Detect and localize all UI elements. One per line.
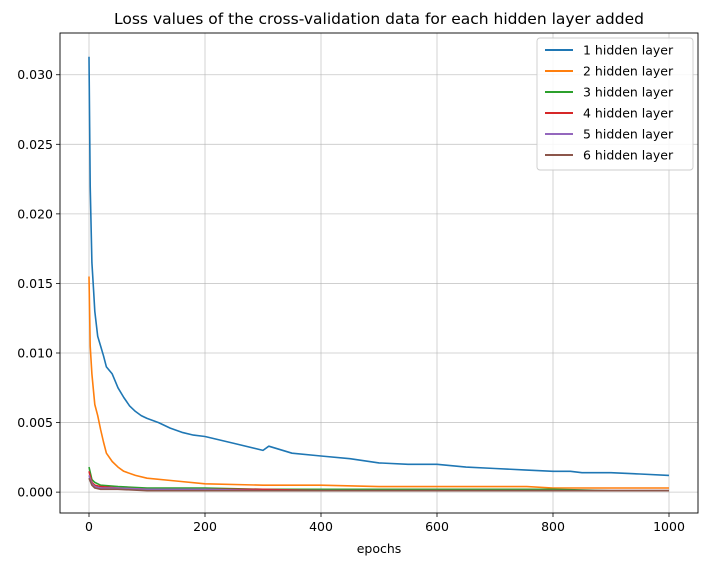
series-line-1 [88,56,670,477]
y-tick-label: 0.000 [17,485,53,500]
legend-label: 5 hidden layer [583,127,674,142]
x-tick-label: 800 [541,519,565,534]
x-tick-label: 200 [193,519,217,534]
legend-box [536,37,694,171]
x-axis-label: epochs [357,541,402,556]
series-group [88,56,670,492]
chart-title: Loss values of the cross-validation data… [114,10,644,28]
series-line-2 [88,276,669,489]
x-tick-label: 0 [85,519,93,534]
series-line-6 [88,477,669,492]
y-tick-label: 0.020 [17,206,53,221]
y-tick-label: 0.010 [17,346,53,361]
y-tick-label: 0.015 [17,276,53,291]
x-tick-label: 600 [425,519,449,534]
y-tick-label: 0.030 [17,67,53,82]
legend-label: 6 hidden layer [583,148,674,163]
x-tick-label: 1000 [653,519,685,534]
y-tick-label: 0.025 [17,137,53,152]
y-tick-label: 0.005 [17,415,53,430]
y-axis: 0.000 0.005 0.010 0.015 0.020 0.025 0.030 [17,67,60,500]
x-axis: 0 200 400 600 800 1000 [85,513,685,534]
legend-label: 1 hidden layer [583,43,674,58]
legend-label: 2 hidden layer [583,64,674,79]
plot-area [59,32,699,514]
legend-label: 3 hidden layer [583,85,674,100]
x-tick-label: 400 [309,519,333,534]
legend: 1 hidden layer 2 hidden layer 3 hidden lay… [536,37,694,171]
legend-label: 4 hidden layer [583,106,674,121]
